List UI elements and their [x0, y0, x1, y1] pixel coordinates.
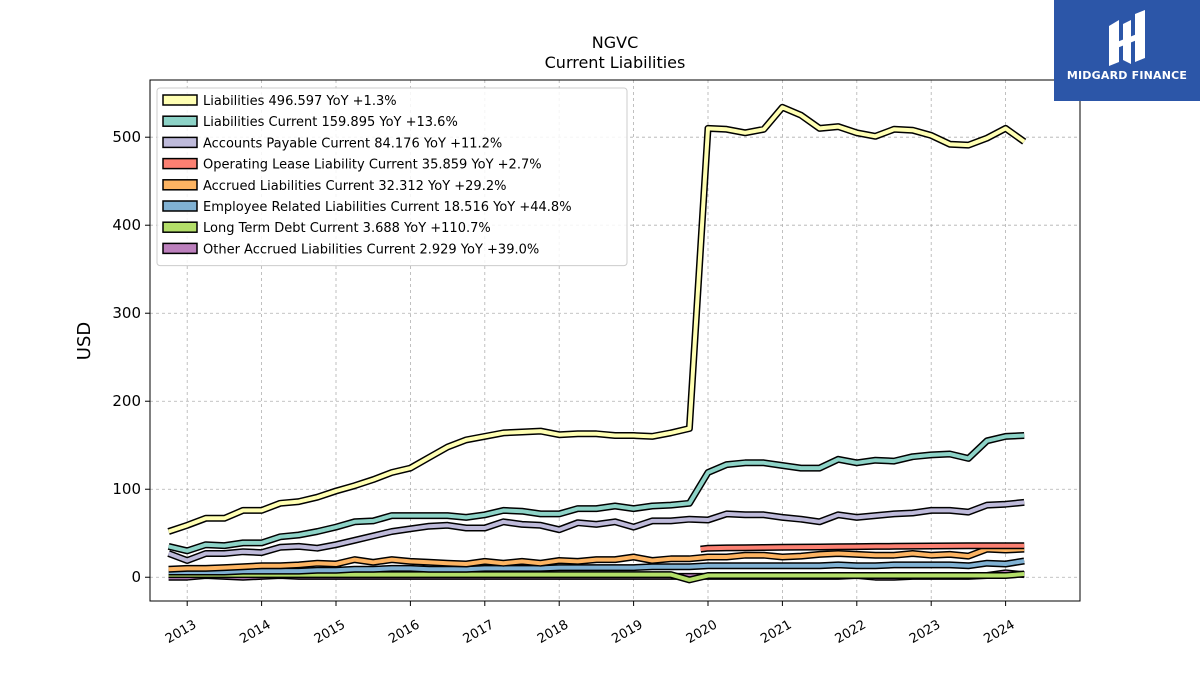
- x-tick-label: 2024: [981, 617, 1017, 647]
- x-tick-label: 2015: [312, 617, 348, 647]
- series-line: [168, 433, 1025, 553]
- series-liabilities-current: [167, 432, 1025, 555]
- legend-swatch: [162, 115, 198, 127]
- series-line: [168, 547, 1025, 572]
- chart-subtitle: Current Liabilities: [545, 53, 686, 72]
- series-line: [167, 105, 1026, 534]
- legend-entry: Accounts Payable Current 84.176 YoY +11.…: [203, 136, 502, 151]
- y-tick-label: 500: [112, 128, 141, 146]
- legend-entry: Liabilities Current 159.895 YoY +13.6%: [203, 115, 458, 130]
- legend: Liabilities 496.597 YoY +1.3% Liabilities…: [156, 87, 628, 267]
- legend-entry: Other Accrued Liabilities Current 2.929 …: [203, 242, 539, 257]
- y-tick-label: 200: [112, 392, 141, 410]
- series-employee-related-liabilities-current: [168, 557, 1025, 576]
- x-tick-label: 2021: [758, 617, 794, 647]
- legend-swatch: [162, 157, 198, 170]
- series-layer: [167, 103, 1027, 584]
- legend-swatch: [162, 200, 198, 212]
- series-accounts-payable-current: [167, 498, 1025, 564]
- x-tick-label: 2017: [461, 617, 497, 647]
- plot-frame: [149, 79, 1081, 602]
- x-tick-label: 2019: [609, 617, 645, 647]
- brand-logo: MIDGARD FINANCE: [1054, 0, 1200, 101]
- legend-swatch: [162, 179, 198, 191]
- series-operating-lease-liability-current: [700, 542, 1025, 553]
- legend-box: [156, 87, 628, 267]
- x-tick-label: 2022: [833, 617, 869, 647]
- y-axis-label: USD: [74, 322, 95, 360]
- legend-swatch: [162, 94, 198, 106]
- series-liabilities: [167, 103, 1027, 535]
- legend-entry: Long Term Debt Current 3.688 YoY +110.7%: [203, 221, 491, 236]
- legend-swatch: [162, 221, 198, 233]
- x-tick-label: 2023: [907, 617, 943, 647]
- x-tick-label: 2014: [237, 617, 273, 647]
- x-tick-label: 2018: [535, 617, 571, 647]
- legend-swatch: [162, 242, 198, 255]
- series-accrued-liabilities-current: [168, 545, 1025, 573]
- y-tick-label: 400: [112, 216, 141, 234]
- legend-entry: Employee Related Liabilities Current 18.…: [203, 200, 572, 215]
- x-tick-label: 2013: [163, 617, 199, 647]
- midgard-logo-icon: [1109, 10, 1145, 66]
- x-tick-label: 2020: [684, 617, 720, 647]
- series-long-term-debt-current: [168, 570, 1025, 584]
- y-tick-label: 100: [112, 480, 141, 498]
- y-tick-label: 300: [112, 304, 141, 322]
- x-tick-label: 2016: [386, 617, 422, 647]
- legend-swatch: [162, 136, 198, 149]
- series-line: [700, 543, 1025, 552]
- legend-entry: Liabilities 496.597 YoY +1.3%: [203, 94, 397, 109]
- series-line: [168, 572, 1025, 582]
- y-tick-label: 0: [131, 568, 141, 586]
- legend-entry: Accrued Liabilities Current 32.312 YoY +…: [203, 179, 506, 194]
- brand-name: MIDGARD FINANCE: [1066, 69, 1188, 82]
- series-line: [168, 559, 1025, 574]
- legend-entry: Operating Lease Liability Current 35.859…: [203, 158, 542, 173]
- series-line: [167, 500, 1025, 563]
- chart-title: NGVC: [592, 33, 638, 52]
